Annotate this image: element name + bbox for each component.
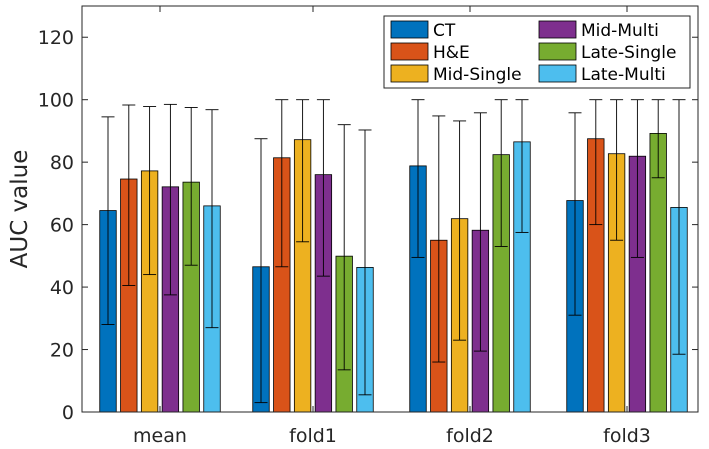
legend-item-h-e: H&E [390,42,470,63]
legend-label: H&E [433,43,470,63]
error-bar-ct-fold3 [568,112,582,316]
y-tick-label: 60 [50,215,74,237]
legend-item-mid-multi: Mid-Multi [538,20,659,41]
y-tick-label: 120 [38,27,74,49]
legend-item-late-single: Late-Single [538,42,676,63]
error-bar-late-single-fold3 [651,99,665,179]
error-bar-late-single-fold1 [337,124,351,371]
legend-box [383,15,691,89]
error-bars-layer [101,99,686,404]
axes-box [81,5,699,413]
error-bar-late-multi-fold2 [515,99,529,233]
y-tick-label: 40 [50,277,74,299]
error-bar-late-multi-fold1 [358,129,372,396]
error-bar-mid-multi-fold1 [316,99,330,277]
legend-item-late-multi: Late-Multi [538,64,666,85]
error-bar-mid-single-fold3 [610,99,624,241]
legend-swatch [538,64,577,83]
y-tick-label: 100 [38,90,74,112]
error-bar-late-single-fold2 [494,99,508,247]
error-bar-mid-multi-fold3 [630,99,644,258]
legend-swatch [538,20,577,39]
x-tick-label-fold1: fold1 [289,425,337,447]
x-tick-label-fold3: fold3 [603,425,651,447]
error-bar-h-e-fold3 [589,99,603,226]
error-bar-mid-single-mean [143,106,157,276]
bars-layer [99,133,688,413]
error-bar-mid-multi-fold2 [473,112,487,352]
legend-swatch [538,42,577,61]
legend-swatch [390,20,429,39]
y-tick-label: 0 [62,402,74,424]
error-bar-late-single-mean [184,107,198,266]
error-bar-late-multi-mean [205,109,219,329]
legend-item-ct: CT [390,20,456,41]
error-bar-mid-single-fold1 [296,99,310,243]
error-bar-mid-single-fold2 [453,120,467,341]
error-bar-h-e-fold2 [432,115,446,363]
error-bar-ct-mean [101,116,115,326]
error-bar-mid-multi-mean [163,103,177,296]
error-bar-h-e-fold1 [275,99,289,268]
y-tick-label: 80 [50,152,74,174]
legend-swatch [390,42,429,61]
x-tick-label-fold2: fold2 [446,425,494,447]
legend-label: Late-Single [581,43,676,63]
legend-label: Mid-Single [433,65,522,85]
legend-label: Late-Multi [581,65,666,85]
error-bar-h-e-mean [122,104,136,286]
error-bar-late-multi-fold3 [672,99,686,355]
y-axis-label: AUC value [7,150,33,269]
axes: 0 20 40 60 80 100 120 mean fold1 fold2 fold3 [38,5,699,447]
legend-label: Mid-Multi [581,21,659,41]
legend-item-mid-single: Mid-Single [390,64,522,85]
error-bar-ct-fold1 [254,138,268,404]
y-tick-label: 20 [50,340,74,362]
error-bar-ct-fold2 [411,99,425,258]
legend-label: CT [433,21,456,41]
x-tick-label-mean: mean [133,425,187,447]
legend-swatch [390,64,429,83]
